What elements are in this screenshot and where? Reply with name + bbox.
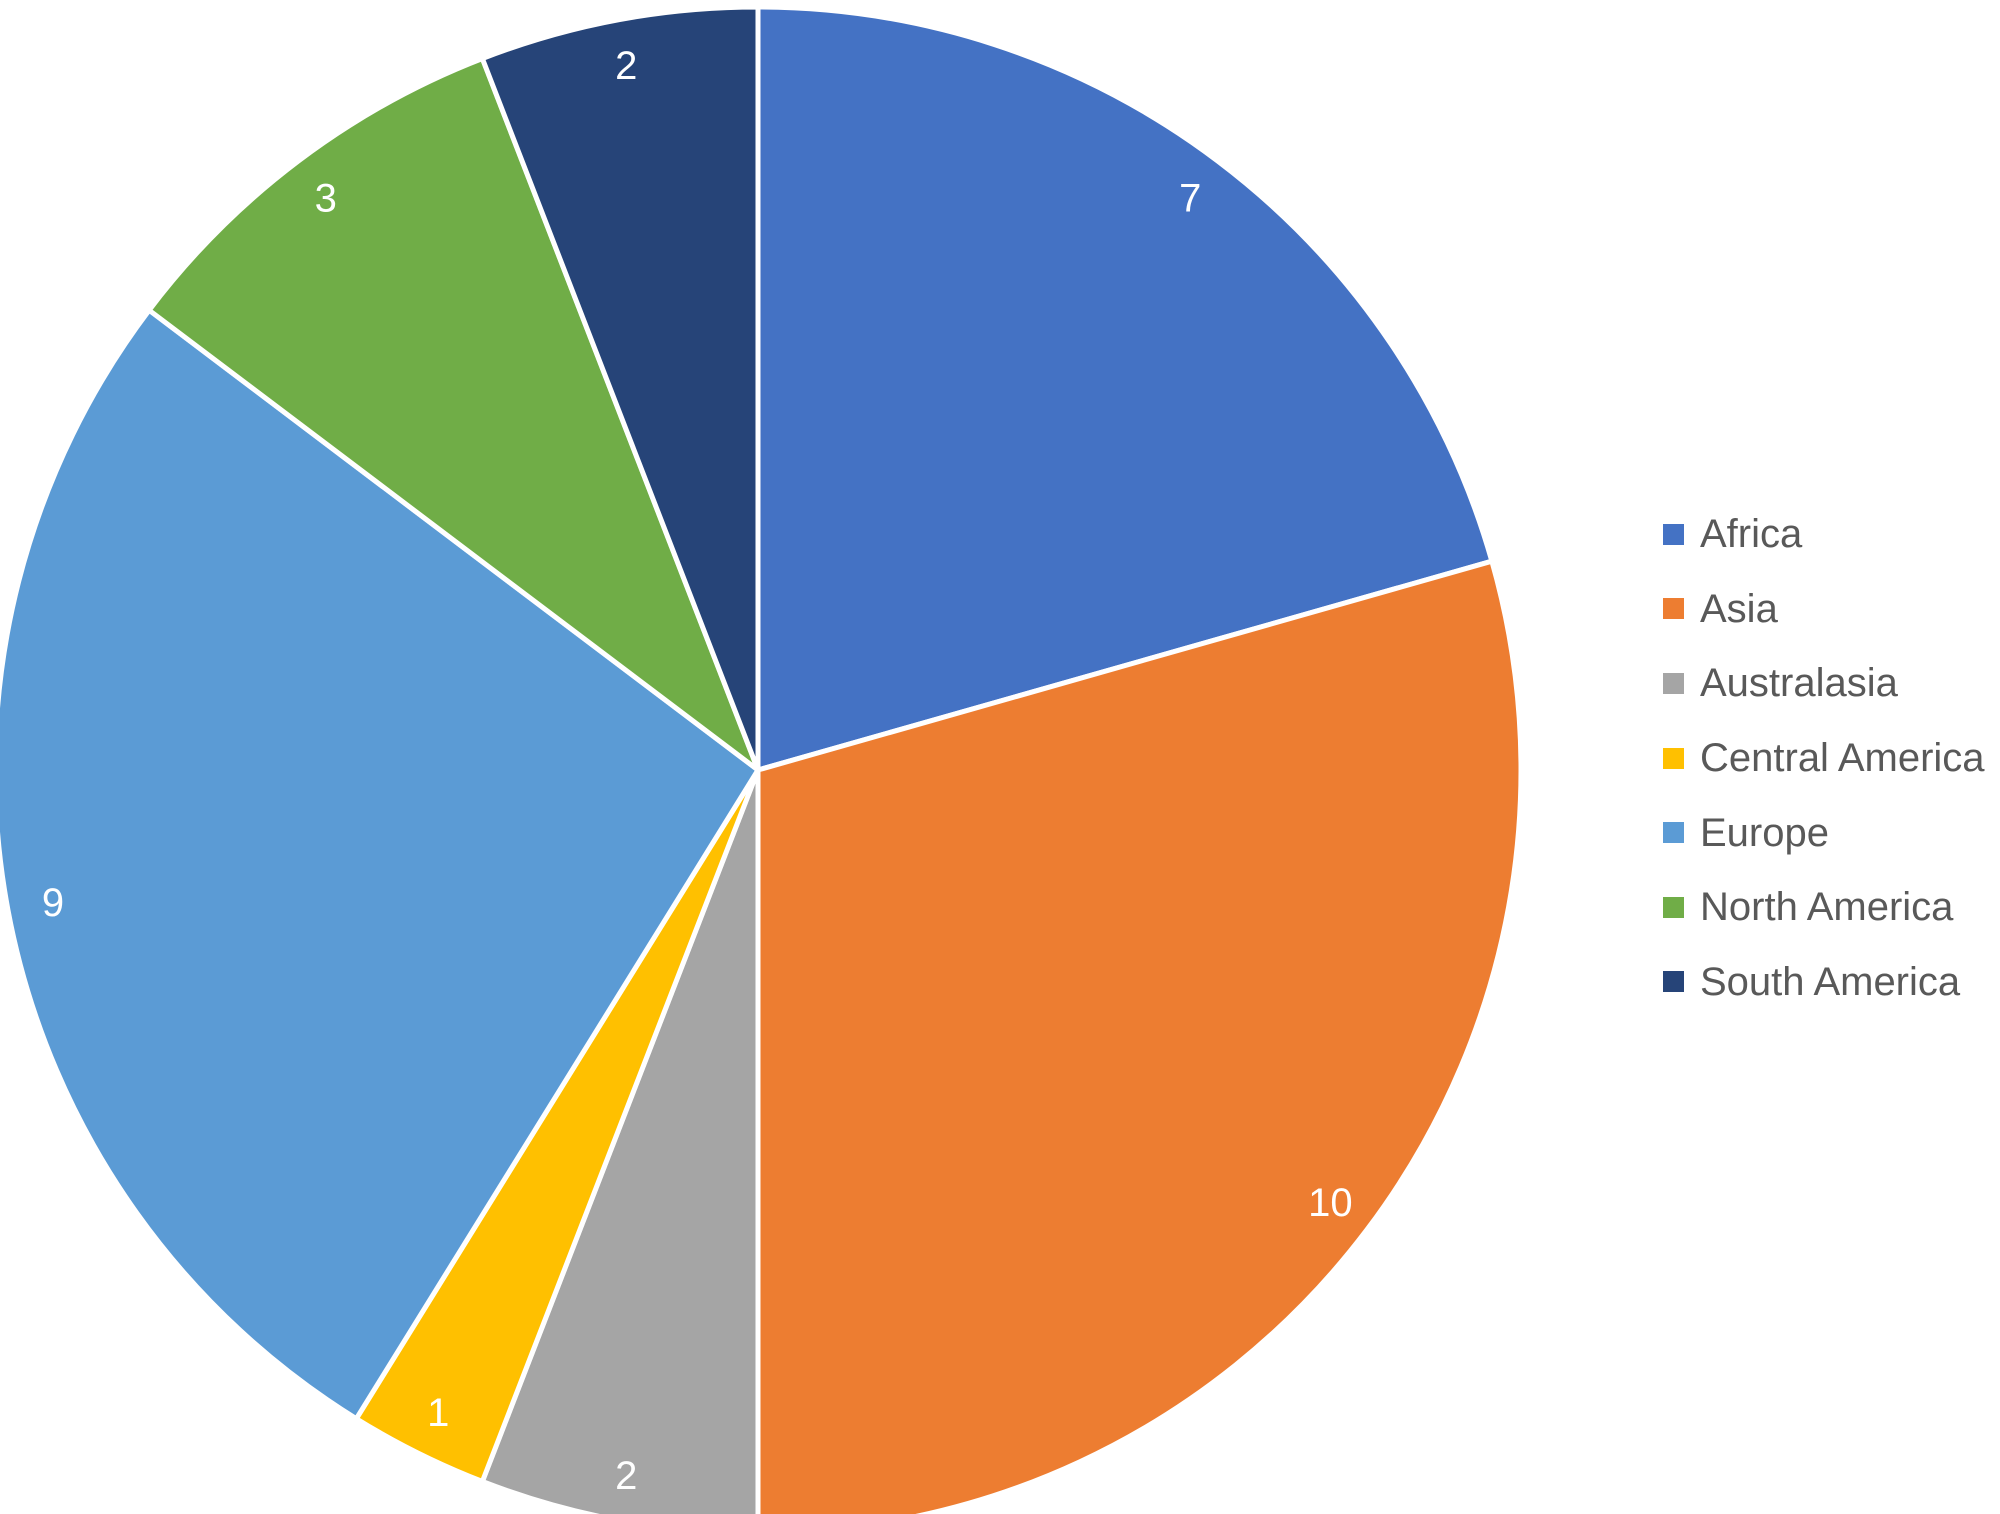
pie-slice-north-america <box>146 56 761 773</box>
pie-slice-africa <box>755 4 1495 773</box>
legend-label-asia: Asia <box>1700 586 1778 631</box>
legend-label-africa: Africa <box>1700 512 1803 557</box>
legend-swatch-europe <box>1663 822 1684 844</box>
legend-swatch-north-america <box>1663 896 1684 918</box>
legend-label-south-america: South America <box>1700 959 1961 1004</box>
legend-item-central-america: Central America <box>1663 721 1985 796</box>
legend-item-australasia: Australasia <box>1663 646 1985 721</box>
legend-swatch-central-america <box>1663 747 1684 769</box>
legend-label-north-america: North America <box>1700 885 1954 930</box>
legend-label-australasia: Australasia <box>1700 661 1898 706</box>
pie-slice-asia <box>755 558 1524 1514</box>
legend-item-south-america: South America <box>1663 945 1985 1020</box>
pie-slices-group <box>0 4 1524 1514</box>
legend-label-europe: Europe <box>1700 810 1829 855</box>
legend-swatch-asia <box>1663 598 1684 620</box>
data-label-asia: 10 <box>1308 1181 1353 1225</box>
legend-swatch-australasia <box>1663 672 1684 694</box>
legend-label-central-america: Central America <box>1700 736 1985 781</box>
legend-swatch-africa <box>1663 523 1684 545</box>
pie-slice-australasia <box>479 767 761 1514</box>
data-label-africa: 7 <box>1179 177 1201 221</box>
pie-data-labels-group: 7 10 2 1 9 3 2 <box>42 44 1353 1498</box>
data-label-south-america: 2 <box>615 44 637 88</box>
data-label-north-america: 3 <box>315 177 337 221</box>
chart-legend: Africa Asia Australasia Central America Euro… <box>1663 497 1985 1019</box>
legend-swatch-south-america <box>1663 971 1684 993</box>
data-label-australasia: 2 <box>615 1454 637 1498</box>
legend-item-europe: Europe <box>1663 795 1985 870</box>
pie-slice-europe <box>0 307 761 1422</box>
legend-item-asia: Asia <box>1663 572 1985 647</box>
legend-item-north-america: North America <box>1663 870 1985 945</box>
data-label-europe: 9 <box>42 881 64 925</box>
pie-slice-south-america <box>479 4 761 773</box>
legend-item-africa: Africa <box>1663 497 1985 572</box>
data-label-central-america: 1 <box>427 1391 449 1435</box>
